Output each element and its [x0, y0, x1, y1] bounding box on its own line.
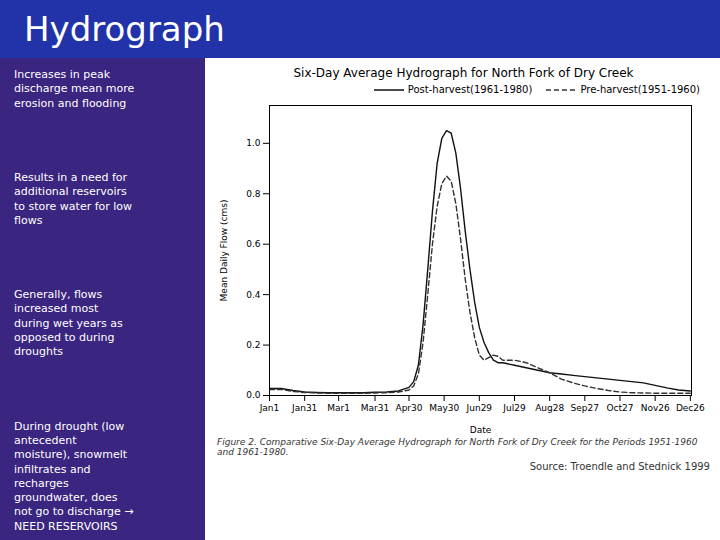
svg-text:Oct27: Oct27 — [606, 403, 633, 413]
svg-text:Mar31: Mar31 — [361, 403, 389, 413]
svg-text:Mar1: Mar1 — [327, 403, 350, 413]
html-text:Results in a need for addition: Results in a need for additional reservo… — [14, 170, 133, 227]
html-text:Figure 2. Comparative Six-Day: Figure 2. Comparative Six-Day Average Hy… — [217, 437, 698, 457]
svg-text:0.0: 0.0 — [246, 390, 261, 400]
svg-text:Jan31: Jan31 — [291, 403, 317, 413]
html-text:Hydrograph: Hydrograph — [24, 9, 225, 49]
svg-text:0.8: 0.8 — [246, 189, 261, 199]
svg-text:Jan1: Jan1 — [259, 403, 280, 413]
html-text:Source: Troendle and Stednick: Source: Troendle and Stednick 1999 — [529, 461, 710, 472]
html-text:Generally, flows increased mos: Generally, flows increased most during w… — [14, 288, 123, 359]
svg-text:0.6: 0.6 — [246, 239, 261, 249]
svg-text:Mean Daily Flow (cms): Mean Daily Flow (cms) — [219, 200, 229, 302]
html-text:During drought (low antecedent: During drought (low antecedent moisture)… — [14, 419, 134, 533]
svg-text:Apr30: Apr30 — [395, 403, 422, 413]
html-text:Six-Day Average Hydrograph for: Six-Day Average Hydrograph for North For… — [293, 66, 634, 80]
html-text:Pre-harvest(1951-1960): Pre-harvest(1951-1960) — [580, 84, 700, 95]
svg-text:Aug28: Aug28 — [535, 403, 564, 413]
svg-text:0.4: 0.4 — [246, 290, 261, 300]
svg-text:0.2: 0.2 — [246, 340, 260, 350]
svg-text:Sep27: Sep27 — [571, 403, 599, 413]
html-text:Post-harvest(1961-1980): Post-harvest(1961-1980) — [407, 84, 533, 95]
svg-text:Jul29: Jul29 — [502, 403, 526, 413]
svg-text:Nov26: Nov26 — [641, 403, 670, 413]
svg-text:May30: May30 — [429, 403, 459, 413]
svg-text:Jun29: Jun29 — [466, 403, 493, 413]
html-text:Increases in peak discharge me: Increases in peak discharge mean more er… — [14, 68, 135, 110]
svg-text:Date: Date — [470, 425, 492, 435]
svg-text:Dec26: Dec26 — [676, 403, 705, 413]
svg-text:1.0: 1.0 — [246, 138, 261, 148]
